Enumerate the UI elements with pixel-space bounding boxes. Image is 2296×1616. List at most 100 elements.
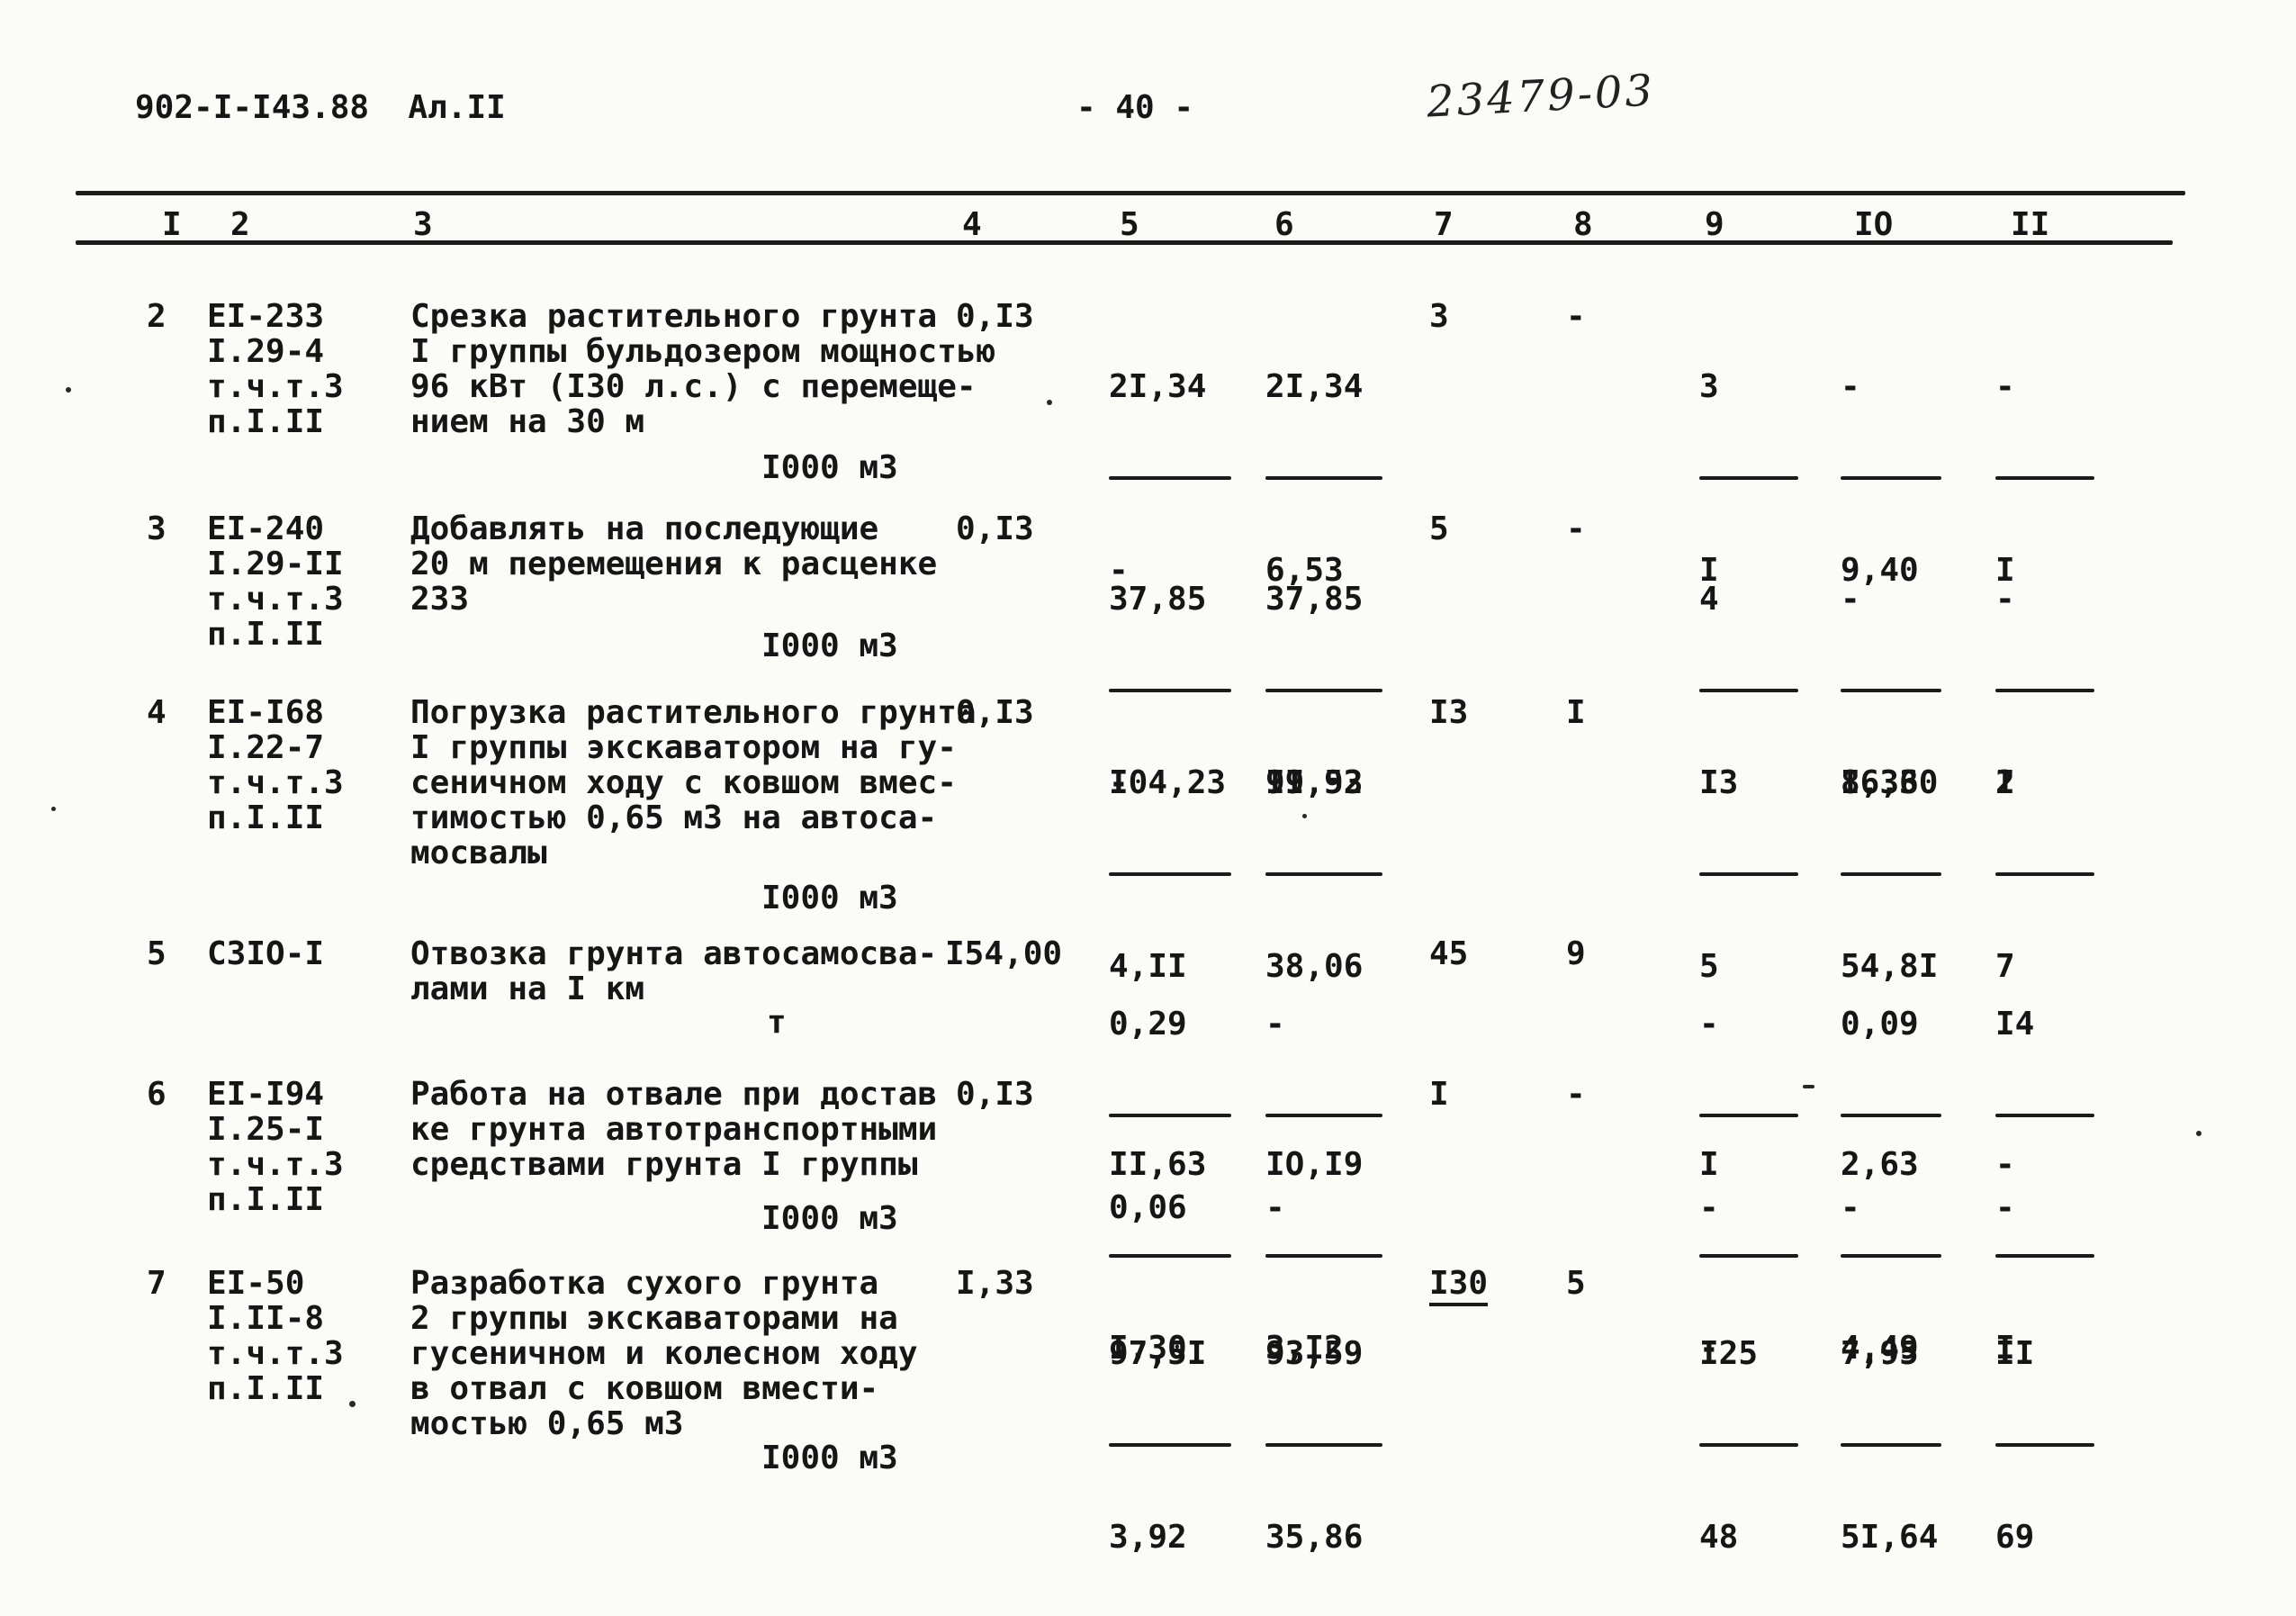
fraction-bar	[1995, 1443, 2094, 1447]
fraction-numerator: II	[1995, 1335, 2035, 1372]
doc-code: 902-I-I43.88 Ал.II	[135, 89, 506, 126]
cell-col5-fraction: 97,5I 3,92	[1109, 1266, 1231, 1616]
cell-col9-fraction: I3 5	[1699, 695, 1816, 1054]
fraction-numerator: -	[1995, 368, 2015, 405]
fraction-numerator: -	[1699, 1006, 1719, 1043]
fraction-numerator: I3	[1699, 764, 1739, 801]
scan-mark	[1803, 1085, 1814, 1088]
fraction-numerator: 8,33	[1841, 764, 1919, 801]
fraction-denominator: 4,II	[1109, 948, 1187, 985]
fraction-denominator: 35,86	[1265, 1519, 1364, 1556]
fraction-denominator: -	[1699, 1330, 1719, 1367]
cell-col8: -	[1566, 298, 1586, 335]
row-number: 3	[147, 510, 167, 547]
cell-col7: 45	[1429, 935, 1469, 972]
cell-col11-fraction: - I	[1995, 1077, 2112, 1436]
cell-col6-fraction: 2I,34 6,53	[1265, 299, 1382, 658]
fraction-denominator: -	[1265, 1189, 1285, 1226]
scan-speck	[66, 387, 71, 393]
fraction-numerator: 37,85	[1265, 581, 1364, 618]
fraction-numerator: 93,59	[1265, 1335, 1364, 1372]
fraction-bar	[1995, 1114, 2094, 1117]
fraction-bar	[1109, 476, 1231, 480]
fraction-bar	[1265, 1254, 1382, 1258]
fraction-denominator: I	[1699, 552, 1719, 589]
cell-col7: 5	[1429, 510, 1449, 547]
fraction-bar	[1841, 689, 1941, 692]
cell-col8: -	[1566, 510, 1586, 547]
fraction-denominator: I	[1995, 1330, 2015, 1367]
fraction-bar	[1995, 476, 2094, 480]
cell-col7: 3	[1429, 298, 1449, 335]
row-unit: I000 м3	[761, 1440, 898, 1476]
fraction-numerator: II,63	[1109, 1146, 1207, 1183]
fraction-denominator: 3,I2	[1265, 1330, 1344, 1367]
fraction-denominator: 2	[1995, 764, 2015, 801]
row-number: 6	[147, 1076, 167, 1113]
fraction-numerator: 2,63	[1841, 1146, 1919, 1183]
fraction-numerator: I4	[1995, 1006, 2035, 1043]
fraction-bar	[1265, 872, 1382, 876]
fraction-numerator: 4	[1699, 581, 1719, 618]
cell-col7: I30	[1429, 1265, 1489, 1306]
fraction-denominator: 3,92	[1109, 1519, 1187, 1556]
fraction-denominator: 7	[1995, 948, 2015, 985]
cell-col10-fraction: 8,33 54,8I	[1841, 695, 1958, 1054]
fraction-numerator: I04,23	[1109, 764, 1227, 801]
fraction-bar	[1699, 872, 1798, 876]
fraction-numerator: IO,I9	[1265, 1146, 1364, 1183]
fraction-numerator: -	[1995, 1146, 2015, 1183]
fraction-numerator: I	[1699, 1146, 1719, 1183]
column-number-6: 6	[1274, 206, 1294, 243]
row-number: 4	[147, 694, 167, 731]
row-description: Отвозка грунта автосамосва- лами на I км	[410, 935, 938, 1007]
handwritten-stamp: 23479-03	[1425, 65, 1657, 128]
fraction-bar	[1699, 1254, 1798, 1258]
fraction-denominator: -	[1699, 1189, 1719, 1226]
cell-col10-fraction: 0,09 -	[1841, 936, 1958, 1296]
scan-speck	[1047, 400, 1052, 405]
row-unit: т	[767, 1004, 787, 1041]
fraction-denominator: I6,60	[1841, 764, 1939, 801]
cell-col10-fraction: - 9,40	[1841, 299, 1958, 658]
fraction-denominator: I,30	[1109, 1330, 1187, 1367]
fraction-bar	[1841, 872, 1941, 876]
row-description: Работа на отвале при достав ке грунта ав…	[410, 1076, 938, 1183]
fraction-numerator: 97,5I	[1109, 1335, 1207, 1372]
scan-speck	[51, 807, 56, 811]
cell-col7: I3	[1429, 694, 1469, 731]
fraction-bar	[1699, 1443, 1798, 1447]
fraction-denominator: 5I,64	[1841, 1519, 1939, 1556]
fraction-bar	[1109, 689, 1231, 692]
fraction-denominator: -	[1109, 764, 1129, 801]
fraction-denominator: -	[1109, 552, 1129, 589]
row-description: Погрузка растительного грунта I группы э…	[410, 694, 977, 871]
cell-col10-fraction: 2,63 4,49	[1841, 1077, 1958, 1436]
cell-volume: 0,I3	[956, 298, 1034, 335]
fraction-bar	[1699, 689, 1798, 692]
fraction-denominator: II,53	[1265, 764, 1364, 801]
row-code: ЕI-233 I.29-4 т.ч.т.3 п.I.II	[207, 298, 344, 440]
fraction-numerator: 37,85	[1109, 581, 1207, 618]
fraction-bar	[1109, 1254, 1231, 1258]
scan-speck	[2196, 1131, 2201, 1136]
cell-col9-fraction: 3 I	[1699, 299, 1816, 658]
fraction-bar	[1995, 872, 2094, 876]
fraction-numerator: 0,09	[1841, 1006, 1919, 1043]
fraction-bar	[1265, 476, 1382, 480]
fraction-denominator: 38,06	[1265, 948, 1364, 985]
column-number-10: IO	[1854, 206, 1894, 243]
fraction-denominator: 6,53	[1265, 552, 1344, 589]
row-unit: I000 м3	[761, 1200, 898, 1237]
fraction-numerator: 3	[1699, 368, 1719, 405]
fraction-numerator: -	[1841, 581, 1860, 618]
cell-col6-fraction: 99,92 38,06	[1265, 695, 1382, 1054]
row-unit: I000 м3	[761, 449, 898, 486]
fraction-bar	[1109, 1114, 1231, 1117]
cell-volume: 0,I3	[956, 510, 1034, 547]
cell-col11-fraction: I 7	[1995, 695, 2112, 1054]
fraction-denominator: 9,40	[1841, 552, 1919, 589]
row-description: Добавлять на последующие 20 м перемещени…	[410, 510, 938, 618]
cell-col6-fraction: - -	[1265, 936, 1382, 1296]
cell-volume: 0,I3	[956, 694, 1034, 731]
